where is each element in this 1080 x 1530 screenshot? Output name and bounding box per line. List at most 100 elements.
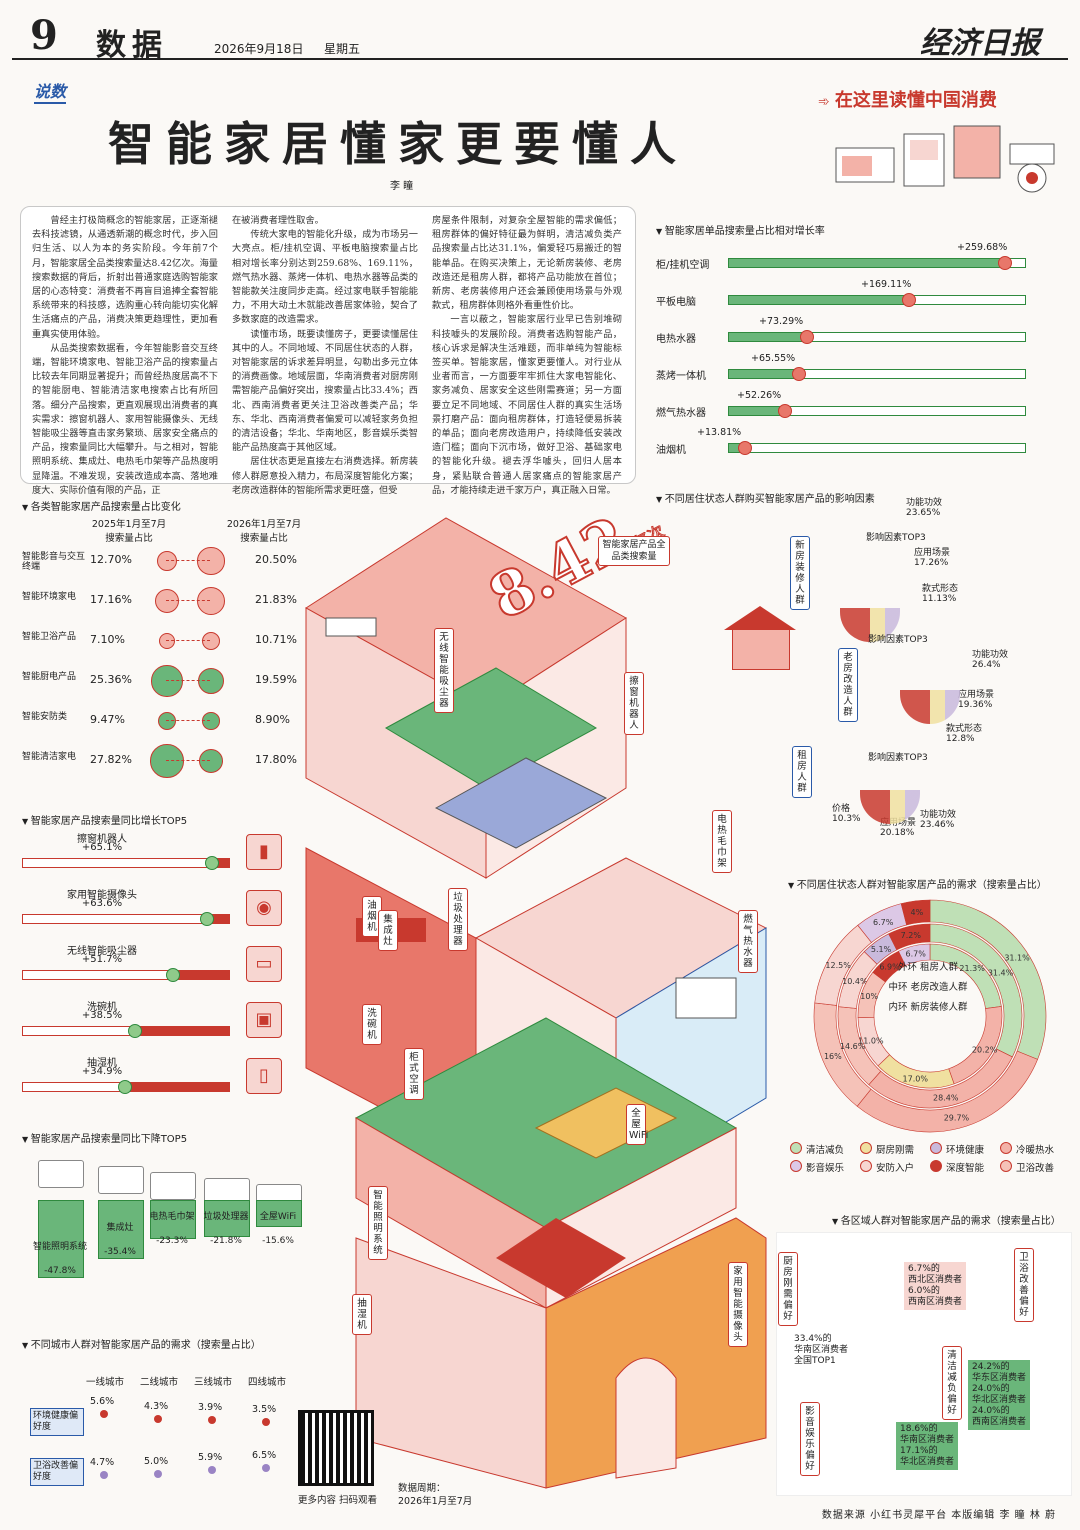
growth-item-name: 平板电脑: [656, 297, 696, 308]
paragraph: 房屋条件限制，对复杂全屋智能的需求偏低；租房群体的偏好特征最为鲜明，清洁减负类产…: [432, 215, 622, 312]
category-name: 智能安防类: [22, 712, 68, 722]
top5-up-track: [22, 1080, 230, 1094]
article-col-1: 曾经主打极简概念的智能家居，正逐渐褪去科技滤镜，从通透新潮的概念时代，步入回归生…: [32, 214, 218, 498]
top5-up-label: +34.9%: [81, 1066, 123, 1077]
qr-code[interactable]: [298, 1410, 374, 1486]
growth-bar-fill: [729, 259, 1004, 267]
top5-down-bar: [150, 1200, 196, 1239]
growth-item-name: 油烟机: [656, 445, 686, 456]
growth-item-name: 蒸烤一体机: [656, 371, 706, 382]
category-col-left: 2025年1月至7月 搜索量占比: [91, 519, 167, 544]
paragraph: 曾经主打极简概念的智能家居，正逐渐褪去科技滤镜，从通透新潮的概念时代，步入回归生…: [32, 215, 218, 340]
paragraph: 从品类搜索数据看，今年智能影音交互终端，智能环境家电、智能卫浴产品的搜索量占比较…: [32, 342, 218, 496]
ring-segment-label: 28.4%: [933, 1093, 959, 1102]
appliance-tag: 抽湿机: [352, 1294, 372, 1335]
top5-down-bar: [204, 1200, 250, 1237]
top5-down-name: 电热毛巾架: [149, 1212, 195, 1222]
ring-segment-label: 12.5%: [825, 961, 851, 970]
city-value-label: 5.0%: [144, 1456, 169, 1467]
factor-item: 应用场景 19.36%: [958, 690, 994, 710]
region-line: 24.2%的: [972, 1362, 1010, 1372]
top5-up-name: 擦窗机器人: [77, 834, 127, 845]
region-info: 6.7%的 西北区消费者 6.0%的 西南区消费者: [904, 1262, 967, 1310]
factor-item: 款式形态 12.8%: [946, 724, 982, 744]
top5-up-name: 无线智能吸尘器: [67, 946, 137, 957]
growth-bar-fill: [729, 407, 784, 415]
category-col-right: 2026年1月至7月 搜索量占比: [226, 519, 302, 544]
growth-bar-track: [728, 293, 1026, 307]
growth-item-name: 柜/挂机空调: [656, 260, 710, 271]
region-tag: 卫浴改善偏好: [1014, 1248, 1034, 1322]
city-tier-label: 二线城市: [139, 1377, 178, 1388]
growth-value-label: +73.29%: [759, 316, 804, 327]
region-info: 24.2%的 华东区消费者 24.0%的 华北区消费者 24.0%的 西南区消费者: [968, 1360, 1031, 1430]
legend-swatch: [1000, 1142, 1012, 1154]
city-value-label: 3.9%: [198, 1402, 223, 1414]
region-line: 西南区消费者: [908, 1297, 963, 1307]
legend-swatch: [860, 1142, 872, 1154]
growth-bar-fill: [729, 444, 744, 452]
growth-value-label: +259.68%: [957, 242, 1008, 253]
ring-segment-label: 21.3%: [959, 964, 985, 973]
factor-item: 价格 10.3%: [832, 804, 861, 824]
ring-segment: [900, 899, 931, 926]
city-point: [154, 1414, 162, 1423]
ring-title: 不同居住状态人群对智能家居产品的需求（搜索量占比）: [788, 876, 1047, 891]
city-point: [262, 1464, 270, 1472]
category-value-2026: 19.59%: [255, 673, 297, 686]
factor-title: 不同居住状态人群购买智能家居产品的影响因素: [656, 490, 875, 505]
article-box: [20, 206, 636, 484]
house-roof: [724, 606, 796, 630]
appliance-tag: 擦窗机器人: [624, 672, 644, 735]
ring-segment-label: 6.7%: [905, 950, 926, 959]
legend-item: 卫浴改善: [1000, 1160, 1054, 1174]
ring-segment-label: 4%: [910, 908, 923, 917]
city-point: [208, 1466, 216, 1475]
category-connector: [166, 760, 210, 761]
top5-up-name: 家用智能摄像头: [67, 890, 137, 901]
promo-text: 在这里读懂中国消费: [834, 90, 997, 111]
top5-up-fill: [124, 1083, 229, 1091]
legend-swatch: [790, 1142, 802, 1154]
city-value-label: 4.7%: [90, 1457, 115, 1469]
appliance-tag: 电热毛巾架: [712, 810, 732, 873]
factor-value: 20.18%: [880, 828, 915, 838]
top5-up-track: [22, 856, 230, 870]
paragraph: 传统大家电的智能化升级，成为市场另一大亮点。柜/挂机空调、平板电脑搜索量占比相对…: [232, 229, 418, 326]
region-line: 24.0%的: [972, 1406, 1010, 1416]
city-row-label: 环境健康偏好度: [30, 1408, 84, 1436]
region-line: 华南区消费者: [794, 1345, 849, 1355]
city-value-label: 6.5%: [252, 1450, 277, 1461]
growth-value-label: +52.26%: [737, 390, 782, 401]
factor-value: 17.26%: [914, 558, 949, 568]
growth-bar-marker: [800, 330, 814, 344]
paragraph: 一言以蔽之，智能家居行业早已告别堆砌科技噱头的发展阶段。消费者选购智能产品，核心…: [432, 314, 622, 496]
top5-down-name: 垃圾处理器: [203, 1212, 249, 1222]
top5-up-label: +51.7%: [81, 954, 123, 965]
region-info: 33.4%的 华南区消费者 全国TOP1: [790, 1332, 853, 1369]
factor-value: 11.13%: [922, 594, 957, 604]
region-line: 18.6%的: [900, 1424, 938, 1434]
top5-down-name: 全屋WiFi: [259, 1212, 297, 1222]
top5-down-bar: [38, 1200, 84, 1278]
growth-value-label: +65.55%: [751, 353, 796, 364]
ring-middle-label: 中环 老房改造人群: [888, 982, 968, 993]
factor-value: 19.36%: [958, 700, 993, 710]
top5-up-marker: [205, 856, 219, 870]
legend-label: 环境健康: [946, 1145, 985, 1156]
growth-title: 智能家居单品搜索量占比相对增长率: [656, 222, 825, 237]
region-line: 33.4%的: [794, 1334, 832, 1344]
top5-up-track: [22, 1024, 230, 1038]
region-info: 18.6%的 华南区消费者 17.1%的 华北区消费者: [896, 1422, 959, 1470]
arrow-icon: ➾: [818, 94, 830, 110]
legend-item: 清洁减负: [790, 1142, 844, 1156]
top5-down-label: -21.8%: [210, 1236, 242, 1246]
growth-item-name: 燃气热水器: [656, 408, 706, 419]
category-value-2025: 27.82%: [90, 753, 132, 766]
city-point: [100, 1471, 108, 1480]
legend-item: 环境健康: [930, 1142, 984, 1156]
top5-down-name: 集成灶: [106, 1223, 134, 1233]
top5-up-product-icon: ▭: [246, 946, 282, 982]
factor-value: 12.8%: [946, 734, 975, 744]
category-value-2026: 20.50%: [255, 553, 297, 566]
